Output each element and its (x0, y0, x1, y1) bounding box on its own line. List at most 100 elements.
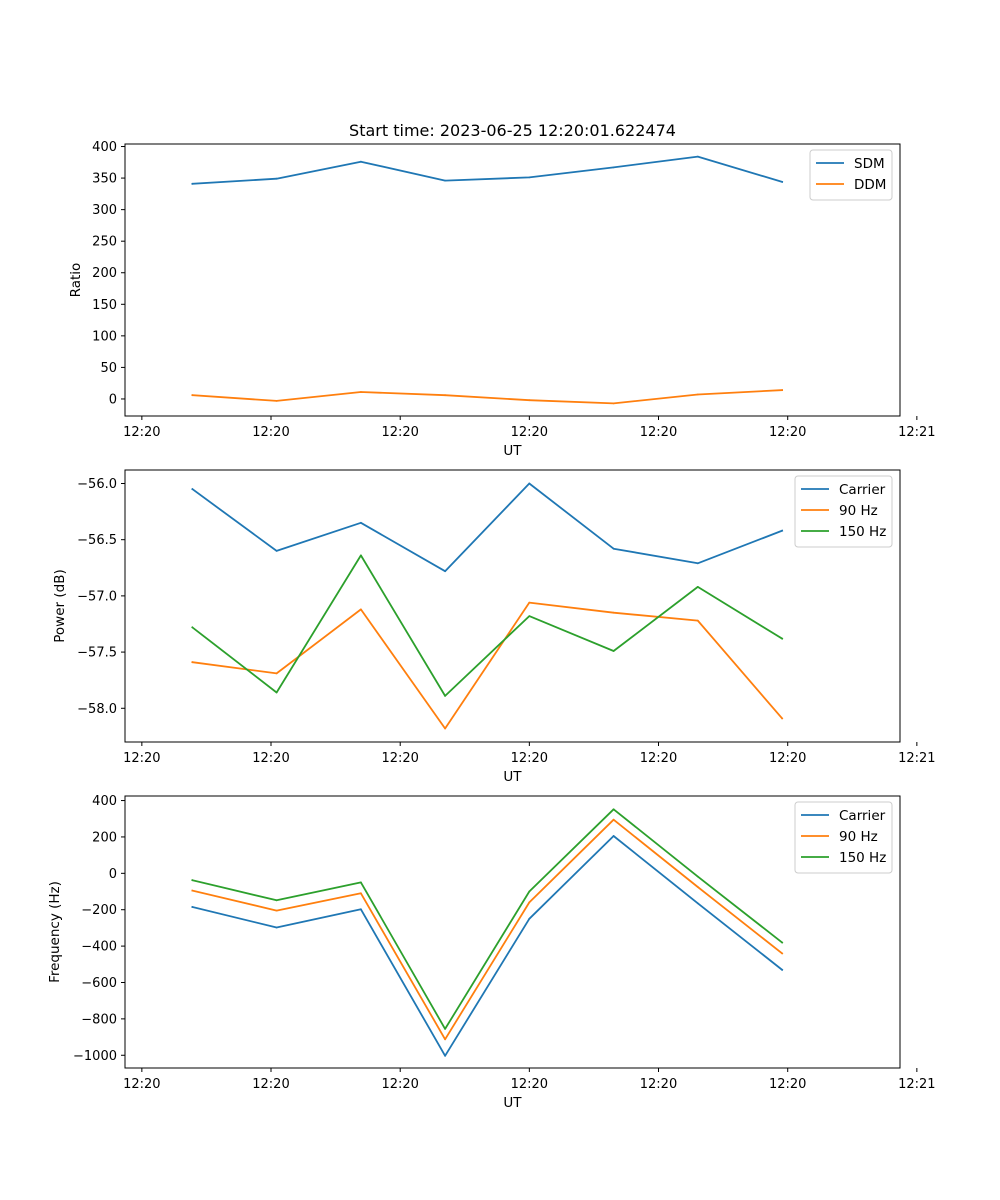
chart-3-series-2-point (275, 909, 278, 912)
chart-2-series-1-point (360, 521, 362, 524)
chart-3-series-2-point (444, 1038, 446, 1041)
chart-3-y-tick-label: −200 (81, 903, 117, 918)
chart-2-y-tick-label: −57.0 (77, 589, 117, 604)
chart-1-series-1-point (360, 160, 362, 163)
chart-3-x-axis-label: UT (503, 1095, 522, 1111)
chart-1-x-tick-label: 12:20 (769, 425, 806, 440)
chart-1-series-2-point (781, 389, 783, 391)
chart-3-series-3-point (781, 941, 783, 944)
chart-3-series-2-point (781, 952, 783, 955)
chart-2-series-1-line (191, 482, 784, 573)
chart-3-series-1-point (444, 1054, 446, 1057)
chart-3-x-tick-label: 12:20 (252, 1077, 289, 1092)
chart-3-series-2-point (528, 901, 531, 904)
chart-2-x-tick-label: 12:20 (123, 751, 160, 766)
chart-1-series-2-point (444, 394, 446, 397)
chart-3-series-3-line (191, 808, 784, 1030)
chart-3-series-3-point (360, 881, 362, 884)
chart-3-y-tick-label: 400 (92, 794, 117, 809)
chart-1-series-2-point (275, 400, 278, 402)
chart-2-series-1-point (444, 570, 446, 573)
chart-3-y-tick-label: 0 (109, 867, 117, 882)
chart-3-y-tick-label: −600 (81, 976, 117, 991)
chart-1-x-tick-label: 12:20 (511, 425, 548, 440)
chart-2-legend-label-3: 150 Hz (839, 524, 886, 540)
chart-3-y-axis-label: Frequency (Hz) (47, 881, 63, 983)
chart-1-y-tick-label: 50 (100, 361, 117, 376)
chart-3-series-1-point (528, 917, 531, 920)
chart-3-y-tick-label: 200 (92, 830, 117, 845)
chart-2-series-2-point (781, 717, 783, 720)
chart-2: 12:20 12:20 12:20 12:20 12:20 12:20 12:21 −56.0… (52, 469, 936, 785)
chart-1-legend-label-1: SDM (854, 156, 885, 172)
chart-3-series-1-point (781, 968, 783, 971)
chart-3: 12:20 12:20 12:20 12:20 12:20 12:20 12:21 400 20… (47, 794, 936, 1111)
chart-1-series-1-point (444, 179, 446, 182)
chart-2-series-1-point (612, 547, 615, 550)
chart-3-frame (124, 795, 901, 1069)
chart-2-x-tick-label: 12:21 (898, 751, 935, 766)
chart-3-series-3-point (191, 879, 194, 882)
chart-2-series-2-point (612, 611, 615, 614)
chart-2-series-1-point (781, 529, 783, 532)
chart-3-legend: Carrier 90 Hz 150 Hz (794, 801, 893, 874)
chart-2-series-2-point (191, 661, 194, 664)
chart-1-series-2-point (360, 391, 362, 393)
chart-3-series-3-point (444, 1028, 446, 1030)
chart-1-y-tick-label: 300 (92, 203, 117, 218)
chart-3-legend-box (794, 801, 893, 874)
chart-1-series-2-line (191, 389, 784, 405)
chart-3-legend-label-2: 90 Hz (839, 829, 878, 845)
chart-2-y-axis-label: Power (dB) (52, 569, 68, 642)
chart-2-x-tick-label: 12:20 (252, 751, 289, 766)
chart-2-legend-label-1: Carrier (839, 482, 886, 498)
chart-2-series-1-point (275, 550, 278, 552)
chart-2-x-axis-label: UT (503, 769, 522, 785)
chart-1-x-tick-label: 12:20 (381, 425, 418, 440)
chart-2-series-3-point (275, 691, 278, 694)
chart-2-series-2-point (275, 672, 278, 675)
chart-2-y-tick-label: −56.0 (77, 477, 117, 492)
chart-3-series-3-point (275, 899, 278, 902)
chart-2-y-tick-label: −56.5 (77, 533, 117, 548)
chart-2-series-3-point (528, 615, 531, 617)
chart-3-series-2-point (191, 889, 194, 892)
chart-1-series-1-point (275, 177, 278, 180)
chart-1-y-tick-label: 250 (92, 235, 117, 250)
chart-1-y-tick-label: 150 (92, 298, 117, 313)
chart-3-series-2-point (360, 892, 362, 895)
chart-1-series-1-point (191, 182, 194, 185)
chart-2-series-3-point (191, 626, 194, 629)
chart-1-series-1-point (696, 155, 699, 158)
chart-3-x-tick-label: 12:21 (898, 1077, 935, 1092)
chart-3-series-2-line (191, 818, 784, 1041)
chart-3-series-1-point (275, 926, 278, 929)
chart-2-series-1-point (191, 488, 194, 490)
chart-2-series-1-point (696, 562, 699, 565)
chart-1-x-tick-label: 12:20 (123, 425, 160, 440)
chart-1-y-tick-label: 0 (109, 392, 117, 407)
chart-1-series-2-point (528, 399, 531, 402)
chart-3-y-tick-label: −1000 (73, 1049, 117, 1064)
chart-3-x-tick-label: 12:20 (511, 1077, 548, 1092)
chart-3-series-2-point (612, 818, 615, 821)
chart-1-frame (124, 143, 901, 417)
chart-3-x-tick-label: 12:20 (123, 1077, 160, 1092)
chart-1-y-tick-label: 400 (92, 140, 117, 155)
chart-1-series-2-point (696, 393, 699, 396)
chart-3-y-tick-label: −400 (81, 940, 117, 955)
chart-1-series-2-point (612, 402, 615, 405)
chart-2-legend-label-2: 90 Hz (839, 503, 878, 519)
chart-3-series-1-point (360, 908, 362, 911)
chart-3-series-1-point (696, 902, 699, 905)
chart-1: Start time: 2023-06-25 12:20:01.622474 12… (68, 121, 936, 459)
chart-1-y-axis-label: Ratio (68, 263, 84, 298)
chart-1-title: Start time: 2023-06-25 12:20:01.622474 (349, 121, 676, 140)
chart-3-y-tick-label: −800 (81, 1012, 117, 1027)
chart-2-x-tick-label: 12:20 (511, 751, 548, 766)
chart-3-x-tick-label: 12:20 (640, 1077, 677, 1092)
chart-3-series-1-point (612, 835, 615, 837)
chart-1-y-tick-label: 200 (92, 266, 117, 281)
chart-2-x-tick-label: 12:20 (381, 751, 418, 766)
